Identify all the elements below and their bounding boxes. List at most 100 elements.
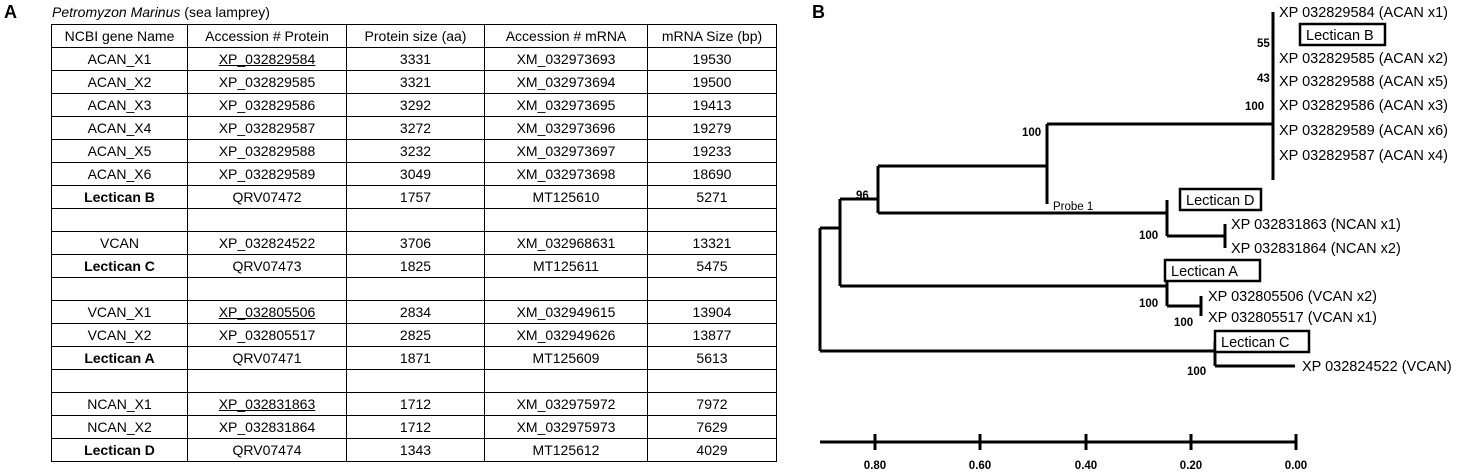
leaf-label-acan-x1: XP 032829584 (ACAN x1) <box>1279 5 1448 21</box>
column-header: Accession # mRNA <box>484 24 648 48</box>
table-cell <box>484 208 648 232</box>
leaf-label-vcan-x2: XP 032805506 (VCAN x2) <box>1208 289 1377 305</box>
bootstrap-value: 43 <box>1257 73 1270 85</box>
table-row: ACAN_X2 XP_032829585 3321 XM_032973694 19500 <box>51 70 777 94</box>
panel-label-a: A <box>4 2 17 22</box>
table-cell: XM_032949626 <box>484 323 648 347</box>
leaf-label-lectican-d: Lectican D <box>1186 193 1255 209</box>
table-cell: QRV07471 <box>187 346 347 370</box>
leaf-label-vcan: XP 032824522 (VCAN) <box>1302 359 1452 375</box>
table-cell: 3706 <box>346 231 485 255</box>
table-cell: 1757 <box>346 185 485 209</box>
species-name: Petromyzon Marinus <box>52 4 181 20</box>
table-cell: XP_032831863 <box>187 392 347 416</box>
table-cell: ACAN_X2 <box>51 70 188 94</box>
table-cell: XP_032829584 <box>187 47 347 71</box>
scale-tick-labels: 0.80 0.60 0.40 0.20 0.00 <box>864 460 1307 472</box>
leaf-label-lectican-b: Lectican B <box>1306 28 1374 44</box>
column-header: Accession # Protein <box>187 24 347 48</box>
species-caption: Petromyzon Marinus (sea lamprey) <box>52 4 270 20</box>
table-row: Lectican C QRV07473 1825 MT125611 5475 <box>51 254 777 278</box>
table-cell: 13904 <box>647 300 777 324</box>
table-cell: XM_032973698 <box>484 162 648 186</box>
table-cell: Lectican A <box>51 346 188 370</box>
table-row <box>51 277 777 301</box>
species-common-name: (sea lamprey) <box>184 4 270 20</box>
table-cell: XM_032975973 <box>484 415 648 439</box>
bootstrap-value: 96 <box>856 190 869 202</box>
table-cell: 1871 <box>346 346 485 370</box>
table-cell: XP_032831864 <box>187 415 347 439</box>
lectican-b-box <box>1298 22 1387 47</box>
column-header: mRNA Size (bp) <box>647 24 777 48</box>
scale-tick-label: 0.60 <box>969 460 991 472</box>
leaf-label-acan-x3: XP 032829586 (ACAN x3) <box>1279 98 1448 114</box>
lectican-c-box <box>1213 329 1311 354</box>
table-cell: 4029 <box>647 438 777 462</box>
table-row: VCAN_X2 XP_032805517 2825 XM_032949626 13877 <box>51 323 777 347</box>
table-cell: 1712 <box>346 415 485 439</box>
table-header-row: NCBI gene Name Accession # Protein Protein… <box>51 24 777 48</box>
bootstrap-value: 100 <box>1022 127 1041 139</box>
table-cell: ACAN_X4 <box>51 116 188 140</box>
leaf-label-probe-1: Probe 1 <box>1053 201 1093 213</box>
bootstrap-value: 100 <box>1174 317 1193 329</box>
leaf-label-vcan-x1: XP 032805517 (VCAN x1) <box>1208 310 1377 326</box>
table-cell <box>346 208 485 232</box>
table-cell: XM_032968631 <box>484 231 648 255</box>
table-cell: 18690 <box>647 162 777 186</box>
table-cell: 19279 <box>647 116 777 140</box>
table-cell: XP_032805517 <box>187 323 347 347</box>
scale-tick-label: 0.40 <box>1075 460 1097 472</box>
lectican-a-box <box>1163 258 1262 283</box>
lectican-d-box <box>1178 187 1263 212</box>
table-cell: XP_032829586 <box>187 93 347 117</box>
bootstrap-value: 100 <box>1187 366 1206 378</box>
panel-label-b: B <box>812 2 825 22</box>
table-cell: QRV07473 <box>187 254 347 278</box>
table-body: ACAN_X1 XP_032829584 3331 XM_032973693 19530… <box>51 47 777 462</box>
table-cell: VCAN <box>51 231 188 255</box>
bootstrap-value: 100 <box>1139 298 1158 310</box>
table-row: NCAN_X2 XP_032831864 1712 XM_032975973 7629 <box>51 415 777 439</box>
table-cell: 19233 <box>647 139 777 163</box>
table-cell: Lectican B <box>51 185 188 209</box>
leaf-label-acan-x2: XP 032829585 (ACAN x2) <box>1279 51 1448 67</box>
table-cell: ACAN_X5 <box>51 139 188 163</box>
scale-tick-label: 0.20 <box>1180 460 1202 472</box>
table-cell: XP_032829589 <box>187 162 347 186</box>
leaf-labels: XP 032829584 (ACAN x1) Lectican B XP 032… <box>1171 5 1452 375</box>
leaf-label-acan-x6: XP 032829589 (ACAN x6) <box>1279 123 1448 139</box>
table-row: VCAN XP_032824522 3706 XM_032968631 13321 <box>51 231 777 255</box>
leaf-label-ncan-x1: XP 032831863 (NCAN x1) <box>1231 217 1401 233</box>
table-row: ACAN_X1 XP_032829584 3331 XM_032973693 19530 <box>51 47 777 71</box>
table-cell: 1712 <box>346 392 485 416</box>
leaf-label-lectican-c: Lectican C <box>1221 335 1290 351</box>
table-cell: ACAN_X3 <box>51 93 188 117</box>
table-row: ACAN_X6 XP_032829589 3049 XM_032973698 18690 <box>51 162 777 186</box>
table-cell: XP_032829585 <box>187 70 347 94</box>
table-cell: VCAN_X2 <box>51 323 188 347</box>
table-cell: NCAN_X2 <box>51 415 188 439</box>
tree-branches <box>818 12 1295 368</box>
leaf-label-acan-x4: XP 032829587 (ACAN x4) <box>1279 148 1448 164</box>
table-row: ACAN_X3 XP_032829586 3292 XM_032973695 19413 <box>51 93 777 117</box>
table-cell: XP_032805506 <box>187 300 347 324</box>
table-cell: 5271 <box>647 185 777 209</box>
table-cell: QRV07474 <box>187 438 347 462</box>
bootstrap-values: 55 43 100 100 96 100 100 100 100 <box>856 38 1270 378</box>
table-cell: MT125610 <box>484 185 648 209</box>
table-cell: 3292 <box>346 93 485 117</box>
table-cell: 5475 <box>647 254 777 278</box>
table-row: Lectican A QRV07471 1871 MT125609 5613 <box>51 346 777 370</box>
scale-bar <box>820 434 1298 450</box>
table-cell: 5613 <box>647 346 777 370</box>
lectican-boxes <box>1163 22 1387 354</box>
gene-accession-table: NCBI gene Name Accession # Protein Protein… <box>51 24 777 462</box>
table-cell: 2825 <box>346 323 485 347</box>
table-cell: ACAN_X1 <box>51 47 188 71</box>
table-cell: XM_032975972 <box>484 392 648 416</box>
bootstrap-value: 55 <box>1257 38 1270 50</box>
table-cell <box>484 277 648 301</box>
scale-tick-label: 0.80 <box>864 460 886 472</box>
